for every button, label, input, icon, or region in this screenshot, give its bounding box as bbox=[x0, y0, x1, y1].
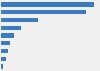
Bar bbox=[1, 64, 3, 69]
Bar bbox=[1, 26, 21, 30]
Bar bbox=[1, 33, 14, 38]
Bar bbox=[1, 2, 94, 7]
Bar bbox=[1, 49, 8, 53]
Bar bbox=[1, 10, 86, 14]
Bar bbox=[1, 41, 10, 45]
Bar bbox=[1, 57, 6, 61]
Bar bbox=[1, 18, 38, 22]
